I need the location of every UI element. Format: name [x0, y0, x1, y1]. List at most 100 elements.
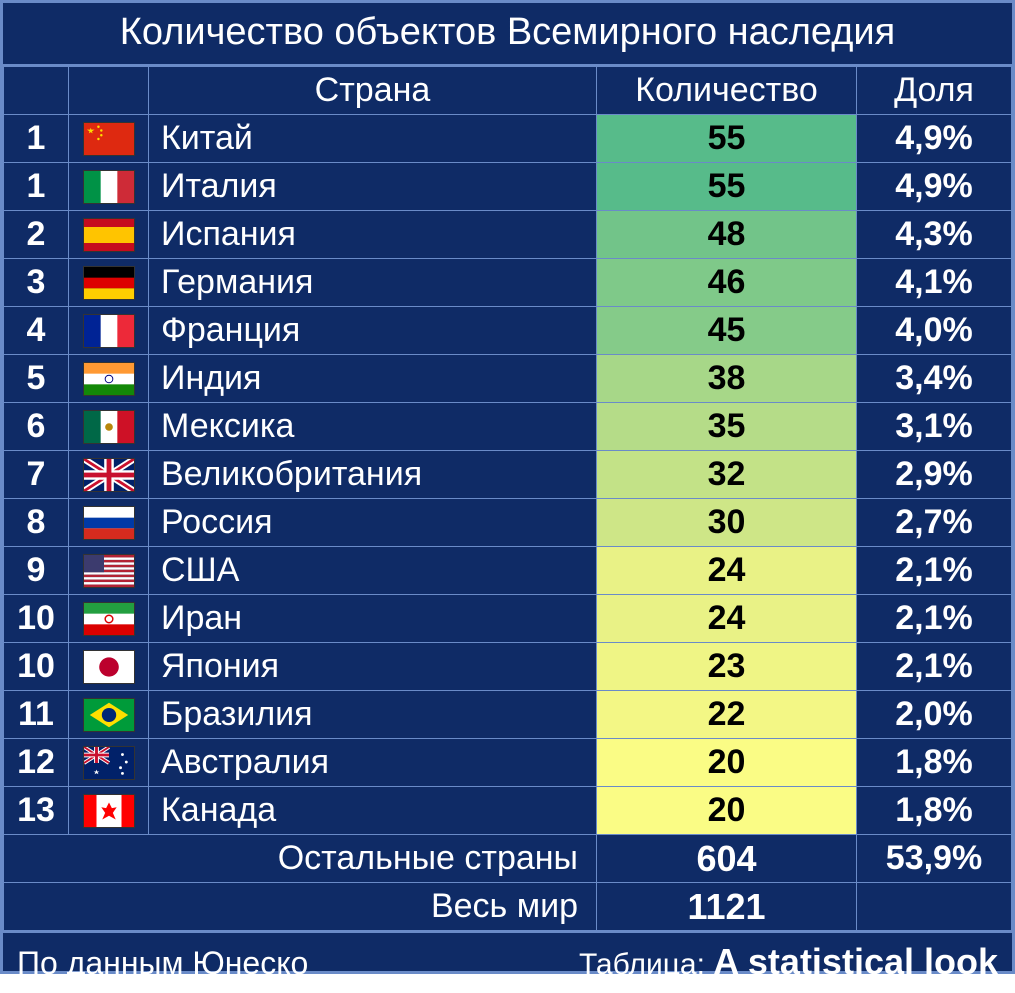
heritage-table: Страна Количество Доля 1 Китай 55 4,9% 1…	[3, 66, 1012, 931]
table-row: 5 Индия 38 3,4%	[4, 355, 1012, 403]
flag-icon	[73, 458, 144, 492]
table-row: 13 Канада 20 1,8%	[4, 787, 1012, 835]
country-cell: Италия	[149, 163, 597, 211]
share-cell: 4,0%	[857, 307, 1012, 355]
share-cell: 4,9%	[857, 115, 1012, 163]
country-cell: Россия	[149, 499, 597, 547]
count-cell: 55	[597, 115, 857, 163]
table-row: 1 Китай 55 4,9%	[4, 115, 1012, 163]
rest-count: 604	[597, 835, 857, 883]
rank-cell: 10	[4, 595, 69, 643]
rank-cell: 5	[4, 355, 69, 403]
country-cell: США	[149, 547, 597, 595]
flag-cell	[69, 691, 149, 739]
footer-credit-value: A statistical look	[713, 941, 998, 982]
count-cell: 45	[597, 307, 857, 355]
table-row: 10 Япония 23 2,1%	[4, 643, 1012, 691]
flag-cell	[69, 259, 149, 307]
flag-cell	[69, 547, 149, 595]
rank-cell: 13	[4, 787, 69, 835]
country-cell: Япония	[149, 643, 597, 691]
flag-cell	[69, 643, 149, 691]
flag-icon	[73, 314, 144, 348]
share-cell: 4,1%	[857, 259, 1012, 307]
table-row: 7 Великобритания 32 2,9%	[4, 451, 1012, 499]
country-cell: Испания	[149, 211, 597, 259]
country-cell: Индия	[149, 355, 597, 403]
header-row: Страна Количество Доля	[4, 67, 1012, 115]
flag-icon	[73, 506, 144, 540]
table-row: 8 Россия 30 2,7%	[4, 499, 1012, 547]
count-cell: 35	[597, 403, 857, 451]
country-cell: Германия	[149, 259, 597, 307]
rank-cell: 1	[4, 115, 69, 163]
country-cell: Бразилия	[149, 691, 597, 739]
rank-cell: 8	[4, 499, 69, 547]
flag-cell	[69, 211, 149, 259]
table-row: 9 США 24 2,1%	[4, 547, 1012, 595]
flag-icon	[73, 410, 144, 444]
count-cell: 24	[597, 595, 857, 643]
flag-cell	[69, 787, 149, 835]
table-row: 4 Франция 45 4,0%	[4, 307, 1012, 355]
flag-icon	[73, 170, 144, 204]
rank-cell: 3	[4, 259, 69, 307]
flag-cell	[69, 499, 149, 547]
share-cell: 2,9%	[857, 451, 1012, 499]
country-cell: Великобритания	[149, 451, 597, 499]
summary-rest-row: Остальные страны 604 53,9%	[4, 835, 1012, 883]
header-country: Страна	[149, 67, 597, 115]
share-cell: 4,9%	[857, 163, 1012, 211]
share-cell: 1,8%	[857, 739, 1012, 787]
flag-icon	[73, 698, 144, 732]
flag-icon	[73, 794, 144, 828]
flag-cell	[69, 163, 149, 211]
count-cell: 22	[597, 691, 857, 739]
table-row: 1 Италия 55 4,9%	[4, 163, 1012, 211]
rank-cell: 1	[4, 163, 69, 211]
table-row: 10 Иран 24 2,1%	[4, 595, 1012, 643]
header-count: Количество	[597, 67, 857, 115]
flag-cell	[69, 355, 149, 403]
rank-cell: 7	[4, 451, 69, 499]
count-cell: 46	[597, 259, 857, 307]
rank-cell: 10	[4, 643, 69, 691]
flag-icon	[73, 650, 144, 684]
flag-cell	[69, 403, 149, 451]
country-cell: Китай	[149, 115, 597, 163]
count-cell: 55	[597, 163, 857, 211]
flag-cell	[69, 115, 149, 163]
world-share-empty	[857, 883, 1012, 931]
country-cell: Мексика	[149, 403, 597, 451]
share-cell: 3,4%	[857, 355, 1012, 403]
rank-cell: 6	[4, 403, 69, 451]
count-cell: 23	[597, 643, 857, 691]
flag-icon	[73, 554, 144, 588]
count-cell: 20	[597, 739, 857, 787]
share-cell: 2,0%	[857, 691, 1012, 739]
rank-cell: 11	[4, 691, 69, 739]
flag-icon	[73, 746, 144, 780]
share-cell: 2,1%	[857, 547, 1012, 595]
country-cell: Иран	[149, 595, 597, 643]
table-row: 3 Германия 46 4,1%	[4, 259, 1012, 307]
header-share: Доля	[857, 67, 1012, 115]
table-row: 2 Испания 48 4,3%	[4, 211, 1012, 259]
share-cell: 1,8%	[857, 787, 1012, 835]
country-cell: Канада	[149, 787, 597, 835]
count-cell: 38	[597, 355, 857, 403]
share-cell: 4,3%	[857, 211, 1012, 259]
flag-cell	[69, 595, 149, 643]
country-cell: Франция	[149, 307, 597, 355]
share-cell: 2,1%	[857, 643, 1012, 691]
flag-cell	[69, 451, 149, 499]
flag-icon	[73, 362, 144, 396]
world-label: Весь мир	[4, 883, 597, 931]
count-cell: 24	[597, 547, 857, 595]
rest-share: 53,9%	[857, 835, 1012, 883]
count-cell: 20	[597, 787, 857, 835]
world-count: 1121	[597, 883, 857, 931]
count-cell: 48	[597, 211, 857, 259]
table-row: 6 Мексика 35 3,1%	[4, 403, 1012, 451]
header-rank	[4, 67, 69, 115]
